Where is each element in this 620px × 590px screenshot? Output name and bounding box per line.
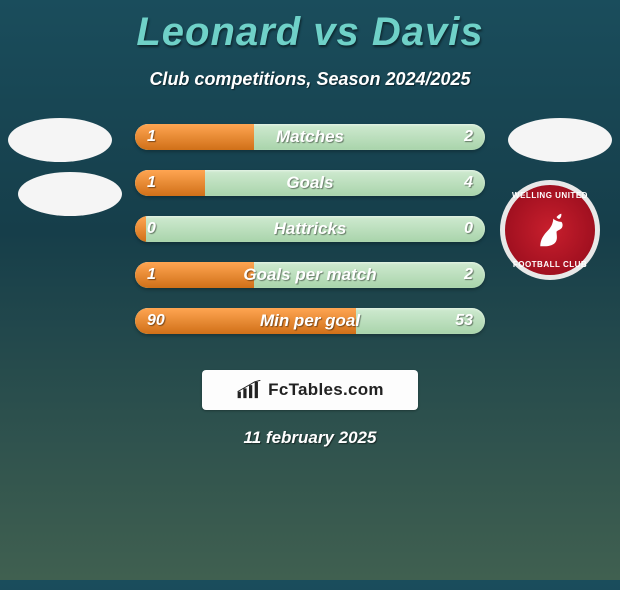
stat-row: 14Goals (135, 170, 485, 196)
team-right-logo-placeholder (508, 118, 612, 162)
stat-row: 12Goals per match (135, 262, 485, 288)
stat-row: 00Hattricks (135, 216, 485, 242)
subtitle: Club competitions, Season 2024/2025 (0, 69, 620, 90)
stat-label: Hattricks (135, 216, 485, 242)
stat-bars: 12Matches 14Goals 00Hattricks 12Goals per m… (135, 124, 485, 354)
branding-badge[interactable]: FcTables.com (202, 370, 418, 410)
stat-label: Min per goal (135, 308, 485, 334)
stat-row: 9053Min per goal (135, 308, 485, 334)
horse-icon (524, 204, 576, 256)
team-left-logo-placeholder (8, 118, 112, 162)
team-right-crest: WELLING UNITED FOOTBALL CLUB (500, 180, 600, 280)
stat-label: Goals (135, 170, 485, 196)
stat-label: Matches (135, 124, 485, 150)
crest-text-bottom: FOOTBALL CLUB (505, 260, 595, 269)
stat-label: Goals per match (135, 262, 485, 288)
date-label: 11 february 2025 (0, 428, 620, 448)
crest-text-top: WELLING UNITED (505, 191, 595, 200)
stats-area: WELLING UNITED FOOTBALL CLUB 12Matches 14… (0, 118, 620, 358)
page-title: Leonard vs Davis (0, 10, 620, 55)
bar-chart-icon (236, 380, 262, 400)
stat-row: 12Matches (135, 124, 485, 150)
team-left-logo-placeholder-2 (18, 172, 122, 216)
branding-text: FcTables.com (268, 380, 384, 400)
